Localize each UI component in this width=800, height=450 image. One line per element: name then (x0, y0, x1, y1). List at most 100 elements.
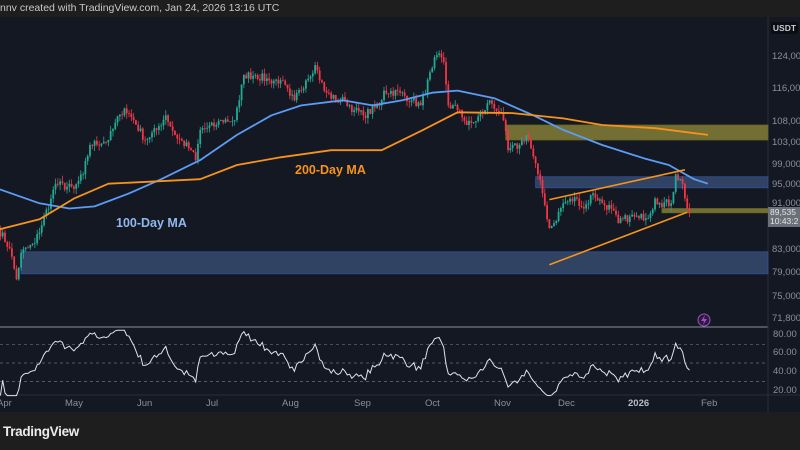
candle-down (222, 120, 225, 123)
attribution-text: nnv created with TradingView.com, Jan 24… (0, 2, 280, 14)
candle-down (121, 114, 124, 116)
candle-down (408, 101, 411, 103)
candle-down (325, 90, 328, 93)
candle-up (309, 76, 312, 79)
candle-up (102, 141, 105, 144)
bar-countdown: 10:43:2 (770, 216, 799, 226)
candle-up (355, 107, 358, 111)
candle-up (417, 102, 420, 107)
candle-up (238, 100, 241, 108)
candle-up (360, 110, 362, 112)
candle-up (160, 125, 163, 127)
candle-up (433, 57, 436, 68)
candle-up (201, 128, 204, 130)
candle-up (679, 179, 682, 180)
candle-down (144, 139, 147, 141)
candle-up (348, 105, 351, 107)
candle-down (174, 130, 176, 135)
candle-down (180, 139, 183, 141)
candle-up (376, 105, 379, 108)
candle-down (369, 109, 372, 114)
candle-up (569, 198, 571, 202)
candle-up (672, 191, 675, 204)
candle-down (677, 174, 679, 180)
price-tick: 75,000 (772, 291, 800, 302)
candle-down (362, 110, 365, 116)
candle-up (422, 94, 424, 106)
candle-down (63, 182, 66, 190)
candle-down (621, 218, 624, 220)
candle-up (112, 129, 114, 132)
price-tick: 99,000 (772, 159, 800, 170)
candle-down (578, 198, 581, 206)
candle-down (463, 117, 466, 121)
candle-up (210, 122, 213, 126)
time-tick: May (65, 398, 83, 409)
chart-area[interactable]: USDT 124,000 116,000 108,000 103,000 99,000 9… (0, 17, 800, 412)
candle-down (415, 97, 418, 107)
candle-up (50, 198, 52, 209)
price-chart[interactable] (0, 17, 800, 412)
candle-up (31, 243, 34, 245)
candle-up (394, 89, 397, 96)
candle-up (550, 226, 553, 229)
candle-down (507, 130, 509, 151)
candle-down (203, 128, 206, 129)
candle-up (52, 189, 55, 199)
price-tick: 91,000 (772, 198, 800, 209)
candle-down (27, 247, 29, 249)
candle-up (295, 92, 298, 101)
candle-down (465, 120, 468, 126)
candle-down (259, 79, 261, 81)
candle-up (511, 144, 514, 149)
candle-down (95, 140, 98, 145)
candle-down (226, 119, 229, 122)
candle-down (8, 246, 11, 249)
candle-up (298, 90, 300, 93)
candle-up (477, 116, 480, 122)
candle-down (327, 92, 330, 94)
candle-down (523, 140, 526, 142)
footer-bar: TradingView (0, 412, 800, 450)
time-tick: Apr (0, 398, 12, 409)
candle-down (387, 93, 390, 95)
candle-down (612, 208, 615, 211)
candle-down (686, 198, 689, 209)
candle-down (334, 95, 337, 101)
ma100-label: 100-Day MA (116, 216, 187, 230)
candle-up (649, 213, 652, 218)
candle-up (148, 137, 151, 140)
candle-up (233, 120, 236, 122)
time-tick: Jul (206, 398, 219, 409)
candle-down (10, 248, 13, 257)
candle-down (491, 100, 493, 104)
candle-down (213, 122, 215, 127)
candle-up (146, 139, 149, 140)
candle-down (541, 179, 544, 194)
candle-up (640, 213, 643, 219)
candle-down (497, 110, 500, 113)
candle-up (89, 145, 91, 156)
candle-down (15, 268, 18, 280)
candle-up (242, 75, 245, 85)
lower-trendline (549, 211, 688, 266)
candle-up (472, 122, 475, 124)
candle-up (553, 223, 555, 227)
candle-up (380, 100, 383, 106)
candle-up (585, 204, 588, 209)
candle-down (56, 183, 59, 185)
candle-up (592, 193, 594, 196)
candle-down (661, 203, 663, 208)
candle-up (654, 198, 656, 210)
candle-up (559, 208, 562, 212)
candle-up (454, 104, 457, 106)
candle-up (84, 161, 87, 175)
currency-label[interactable]: USDT (771, 22, 798, 34)
tradingview-logo[interactable]: TradingView (3, 424, 79, 439)
candle-down (190, 148, 192, 151)
candle-down (321, 80, 323, 83)
time-tick: Aug (282, 398, 299, 409)
candle-down (461, 110, 464, 118)
candle-up (185, 142, 188, 146)
candle-up (520, 140, 523, 146)
